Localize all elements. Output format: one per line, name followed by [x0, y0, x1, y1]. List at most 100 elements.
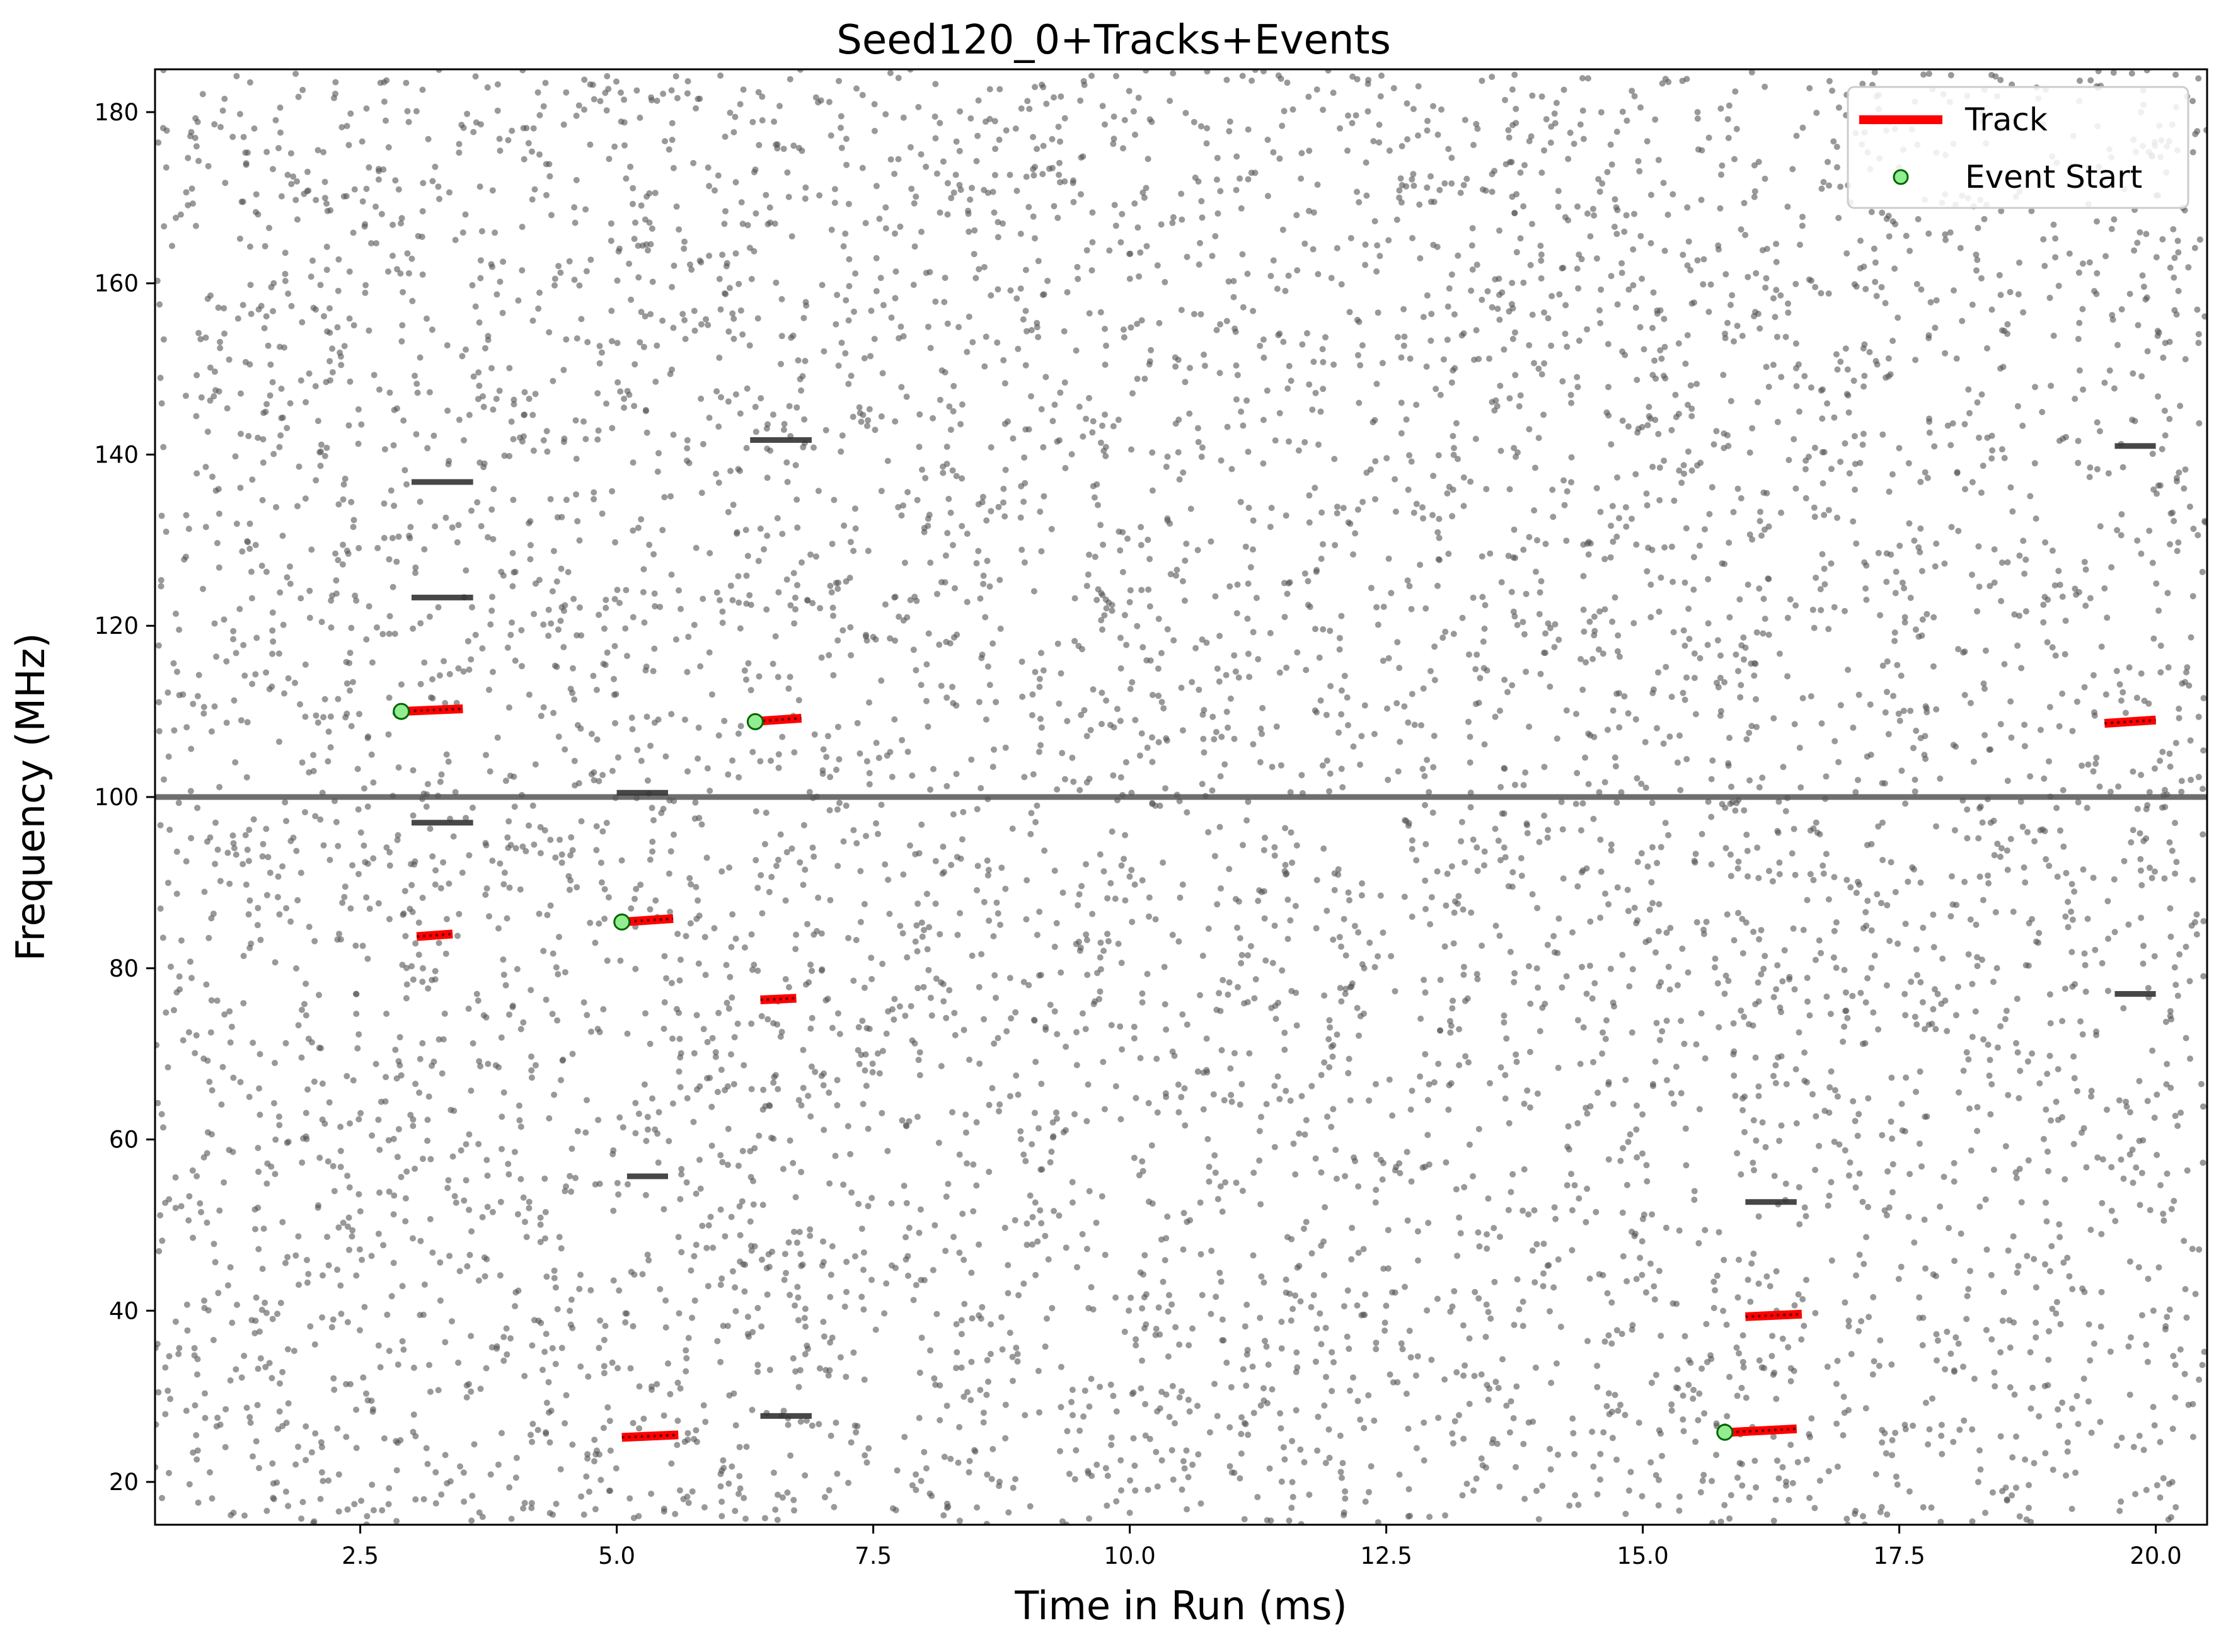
background-hit [1088, 72, 1095, 79]
background-hit [780, 1166, 787, 1173]
background-hit [622, 1319, 629, 1326]
background-hit [399, 1283, 406, 1290]
background-hit [1873, 292, 1880, 299]
background-hit [1482, 1464, 1489, 1471]
background-hit [340, 1219, 347, 1226]
background-hit [1888, 1074, 1895, 1081]
background-hit [1469, 225, 1476, 232]
background-hit [1356, 1032, 1362, 1039]
background-hit [571, 277, 578, 284]
background-hit [1400, 306, 1407, 313]
background-hit [313, 197, 320, 204]
background-hit [1084, 972, 1091, 978]
background-hit [459, 869, 466, 876]
background-hit [233, 650, 239, 657]
background-hit [742, 527, 749, 534]
background-hit [1778, 1122, 1785, 1129]
background-hit [1164, 1213, 1171, 1220]
background-hit [568, 1296, 575, 1303]
background-hit [1450, 940, 1457, 947]
background-hit [1641, 346, 1647, 353]
background-hit [1993, 965, 2000, 972]
background-hit [2193, 911, 2200, 918]
background-hit [1750, 1117, 1757, 1124]
background-hit [1386, 1076, 1393, 1083]
background-hit [2189, 1401, 2196, 1408]
background-hit [1330, 89, 1337, 96]
background-hit [275, 145, 282, 152]
background-hit [529, 318, 536, 324]
background-hit [839, 432, 846, 439]
background-hit [591, 1437, 598, 1443]
background-hit [1912, 776, 1918, 783]
background-hit [1791, 1302, 1798, 1309]
background-hit [1492, 1379, 1499, 1385]
background-hit [706, 183, 713, 190]
background-hit [975, 548, 982, 554]
background-hit [1158, 1457, 1165, 1464]
background-hit [1240, 1366, 1247, 1373]
background-hit [2043, 856, 2050, 863]
background-hit [721, 290, 728, 297]
background-hit [878, 413, 885, 420]
background-hit [1030, 213, 1037, 220]
background-hit [1185, 1474, 1192, 1481]
background-hit [909, 772, 916, 779]
background-hit [1799, 1296, 1806, 1303]
background-hit [604, 73, 611, 79]
background-hit [1130, 1435, 1137, 1442]
background-hit [358, 421, 365, 428]
background-hit [1162, 278, 1168, 285]
background-hit [1136, 752, 1143, 759]
background-hit [496, 387, 503, 394]
background-hit [631, 1271, 638, 1278]
background-hit [1820, 870, 1827, 877]
background-hit [401, 467, 408, 474]
background-hit [802, 184, 809, 191]
background-hit [1589, 656, 1596, 662]
background-hit [798, 387, 805, 394]
background-hit [1668, 694, 1675, 700]
background-hit [239, 861, 246, 868]
background-hit [791, 620, 798, 627]
background-hit [1134, 376, 1141, 382]
background-hit [1700, 256, 1707, 263]
background-hit [483, 752, 489, 759]
background-hit [668, 711, 675, 718]
background-hit [587, 256, 594, 263]
background-hit [1338, 766, 1345, 772]
background-hit [383, 1074, 389, 1081]
background-hit [1056, 159, 1063, 166]
background-hit [1051, 1008, 1058, 1015]
background-hit [723, 961, 730, 968]
background-hit [1791, 986, 1798, 993]
background-hit [1685, 605, 1692, 612]
background-hit [276, 911, 283, 918]
background-hit [1548, 293, 1555, 299]
background-hit [1100, 868, 1107, 875]
background-hit [630, 1323, 637, 1329]
background-hit [1006, 975, 1013, 982]
background-hit [1538, 93, 1545, 100]
background-hit [1310, 359, 1317, 365]
background-hit [200, 1055, 207, 1062]
background-hit [1938, 1421, 1945, 1428]
background-hit [512, 1289, 519, 1296]
background-hit [2159, 236, 2166, 243]
background-hit [2105, 470, 2112, 477]
background-hit [1608, 1340, 1615, 1347]
background-hit [1997, 721, 2004, 728]
background-hit [1131, 1154, 1138, 1161]
background-hit [1497, 857, 1504, 864]
background-hit [445, 1177, 452, 1184]
background-hit [776, 103, 783, 110]
background-hit [295, 1443, 301, 1450]
background-hit [1540, 650, 1547, 656]
background-hit [526, 1198, 533, 1205]
background-hit [304, 1279, 311, 1286]
background-hit [1630, 620, 1637, 627]
background-hit [475, 997, 482, 1004]
background-hit [476, 1058, 483, 1065]
background-hit [2024, 1253, 2031, 1259]
background-hit [409, 297, 416, 304]
